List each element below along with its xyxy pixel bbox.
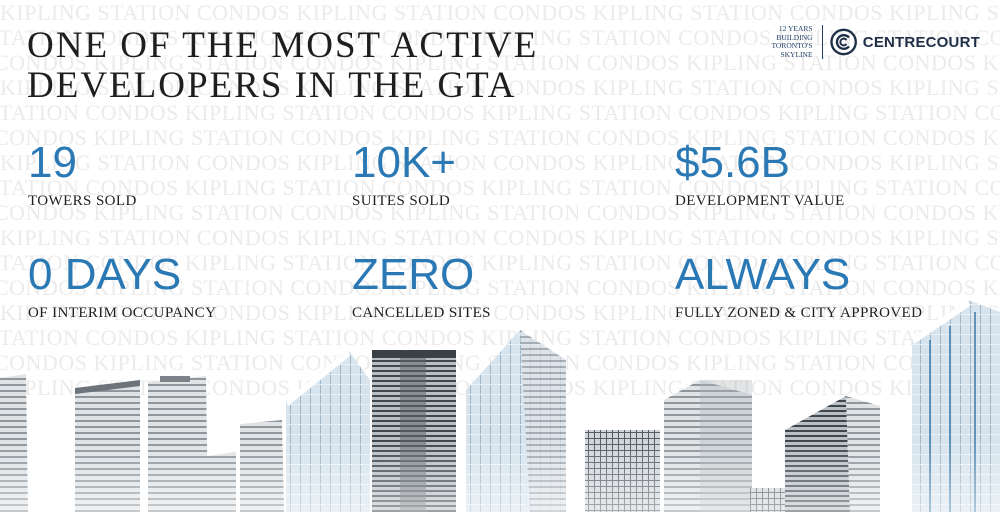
- stat-cancelled-sites: ZERO CANCELLED SITES: [352, 252, 491, 322]
- stat-interim-occupancy: 0 DAYS OF INTERIM OCCUPANCY: [28, 252, 216, 322]
- stat-value: 10K+: [352, 138, 456, 187]
- stat-label: FULLY ZONED & CITY APPROVED: [675, 305, 923, 321]
- watermark-row: CONDOS KIPLING STATION CONDOS KIPLING ST…: [0, 275, 1000, 300]
- stat-label: CANCELLED SITES: [352, 305, 491, 321]
- stat-value: ZERO: [352, 250, 475, 299]
- stat-value: ALWAYS: [675, 250, 851, 299]
- headline-line-2: DEVELOPERS IN THE GTA: [27, 65, 517, 106]
- brand-name: CentreCourt: [862, 33, 980, 51]
- watermark-row: KIPLING STATION CONDOS KIPLING STATION C…: [0, 150, 1000, 175]
- stat-label: SUITES SOLD: [352, 193, 451, 209]
- stat-zoning: ALWAYS FULLY ZONED & CITY APPROVED: [675, 252, 922, 322]
- brand-logo: 12 YEARS BUILDING TORONTO'S SKYLINE Cent…: [760, 22, 980, 62]
- tagline-line: TORONTO'S: [771, 41, 813, 50]
- tagline-line: 12 YEARS: [778, 24, 813, 33]
- stat-label: OF INTERIM OCCUPANCY: [28, 305, 217, 321]
- watermark-row: CONDOS KIPLING STATION CONDOS KIPLING ST…: [0, 50, 1000, 75]
- tagline-line: SKYLINE: [780, 49, 813, 59]
- watermark-row: CONDOS KIPLING STATION CONDOS KIPLING ST…: [0, 200, 1000, 225]
- stat-value: 0 DAYS: [28, 250, 182, 299]
- stat-label: DEVELOPMENT VALUE: [675, 193, 845, 209]
- watermark-row: STATION CONDOS KIPLING STATION CONDOS KI…: [0, 175, 1000, 200]
- watermark-row: STATION CONDOS KIPLING STATION CONDOS KI…: [0, 25, 1000, 50]
- headline-line-1: ONE OF THE MOST ACTIVE: [27, 25, 539, 66]
- stat-label: TOWERS SOLD: [28, 193, 137, 209]
- brand-tagline: 12 YEARS BUILDING TORONTO'S SKYLINE: [760, 24, 813, 59]
- stat-towers-sold: 19 TOWERS SOLD: [28, 140, 137, 210]
- tagline-line: BUILDING: [776, 32, 813, 42]
- stats-grid: 19 TOWERS SOLD 10K+ SUITES SOLD $5.6B DE…: [28, 140, 922, 322]
- stat-development-value: $5.6B DEVELOPMENT VALUE: [675, 140, 845, 210]
- brand-divider: [821, 25, 823, 59]
- stat-suites-sold: 10K+ SUITES SOLD: [352, 140, 456, 210]
- headline: ONE OF THE MOST ACTIVE DEVELOPERS IN THE…: [27, 26, 538, 106]
- watermark-row: STATION CONDOS KIPLING STATION CONDOS KI…: [0, 325, 1000, 350]
- watermark-row: CONDOS KIPLING STATION CONDOS KIPLING ST…: [0, 125, 1000, 150]
- watermark-row: KIPLING STATION CONDOS KIPLING STATION C…: [0, 75, 1000, 100]
- watermark-row: KIPLING STATION CONDOS KIPLING STATION C…: [0, 225, 1000, 250]
- watermark-row: STATION CONDOS KIPLING STATION CONDOS KI…: [0, 250, 1000, 275]
- watermark-row: STATION CONDOS KIPLING STATION CONDOS KI…: [0, 100, 1000, 125]
- watermark-row: KIPLING STATION CONDOS KIPLING STATION C…: [0, 0, 1000, 25]
- centrecourt-logo-icon: [829, 28, 857, 56]
- stat-value: $5.6B: [675, 138, 790, 187]
- stat-value: 19: [28, 138, 77, 187]
- watermark-row: KIPLING STATION CONDOS KIPLING STATION C…: [0, 300, 1000, 325]
